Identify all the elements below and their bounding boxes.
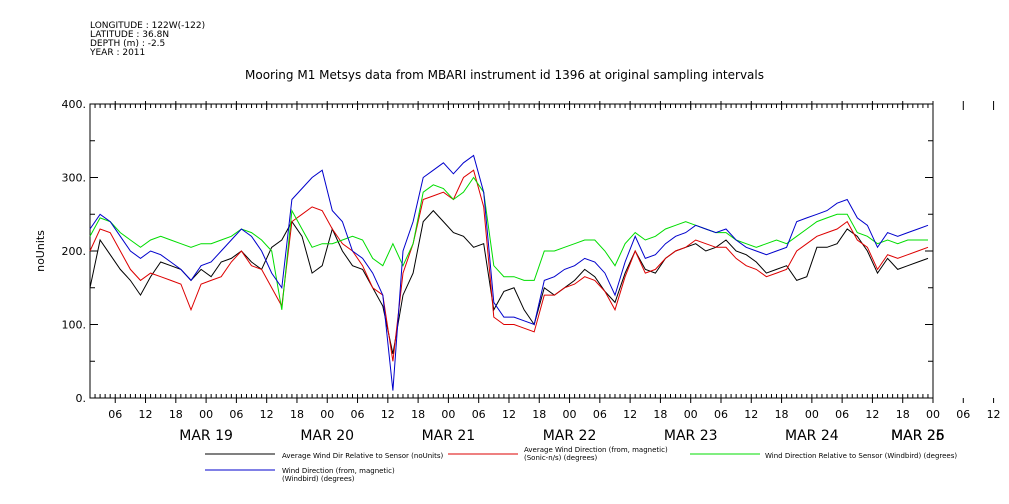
x-hour-label: 18 [290, 408, 304, 421]
x-hour-label: 12 [381, 408, 395, 421]
x-hour-label: 12 [987, 408, 1001, 421]
x-hour-label: 18 [169, 408, 183, 421]
x-hour-label: 18 [411, 408, 425, 421]
x-hour-label: 06 [956, 408, 970, 421]
x-hour-label: 12 [865, 408, 879, 421]
x-hour-label: 00 [926, 408, 940, 421]
x-hour-label: 18 [896, 408, 910, 421]
y-tick-label: 0. [76, 392, 87, 405]
chart-title: Mooring M1 Metsys data from MBARI instru… [245, 68, 764, 82]
legend-label-green: Wind Direction Relative to Sensor (Windb… [765, 452, 958, 460]
series-line-3 [89, 154, 929, 391]
x-hour-label: 18 [532, 408, 546, 421]
y-tick-label: 200. [62, 245, 87, 258]
plot-frame [89, 103, 934, 399]
x-hour-label: 00 [441, 408, 455, 421]
x-hour-label: 06 [351, 408, 365, 421]
x-hour-label: 00 [684, 408, 698, 421]
y-tick-label: 300. [62, 172, 87, 185]
x-hour-label: 18 [775, 408, 789, 421]
x-day-label: MAR 22 [543, 428, 597, 444]
y-tick-label: 400. [62, 98, 87, 111]
x-hour-label: 12 [139, 408, 153, 421]
x-day-label: MAR 25 [891, 428, 945, 444]
x-hour-label: 06 [714, 408, 728, 421]
x-hour-label: 00 [563, 408, 577, 421]
latitude-label: LATITUDE : 36.8N [90, 30, 170, 40]
x-hour-label: 00 [320, 408, 334, 421]
x-day-label: MAR 26 [891, 428, 945, 444]
x-hour-label: 12 [502, 408, 516, 421]
y-tick-label: 100. [62, 319, 87, 332]
longitude-label: LONGITUDE : 122W(-122) [90, 21, 206, 31]
x-hour-label: 00 [805, 408, 819, 421]
x-hour-label: 06 [472, 408, 486, 421]
x-hour-label: 06 [108, 408, 122, 421]
year-label: YEAR : 2011 [90, 48, 146, 58]
x-day-label: MAR 20 [300, 428, 354, 444]
x-day-label: MAR 24 [785, 428, 839, 444]
x-hour-label: 18 [653, 408, 667, 421]
series-line-1 [89, 169, 929, 362]
depth-label: DEPTH (m) : -2.5 [90, 39, 166, 49]
legend-label-red: Average Wind Direction (from, magnetic) … [524, 446, 668, 462]
legend-label-blue: Wind Direction (from, magnetic) (Windbir… [282, 467, 395, 483]
x-day-label: MAR 21 [422, 428, 476, 444]
x-hour-label: 12 [260, 408, 274, 421]
x-day-label: MAR 19 [179, 428, 233, 444]
series-line-0 [89, 209, 929, 355]
y-axis-label: noUnits [34, 230, 47, 272]
legend-label-black: Average Wind Dir Relative to Sensor (noU… [282, 452, 444, 460]
x-hour-label: 06 [229, 408, 243, 421]
x-hour-label: 06 [835, 408, 849, 421]
x-day-label: MAR 23 [664, 428, 718, 444]
x-hour-label: 06 [593, 408, 607, 421]
x-hour-label: 00 [199, 408, 213, 421]
x-hour-label: 12 [744, 408, 758, 421]
x-hour-label: 12 [623, 408, 637, 421]
